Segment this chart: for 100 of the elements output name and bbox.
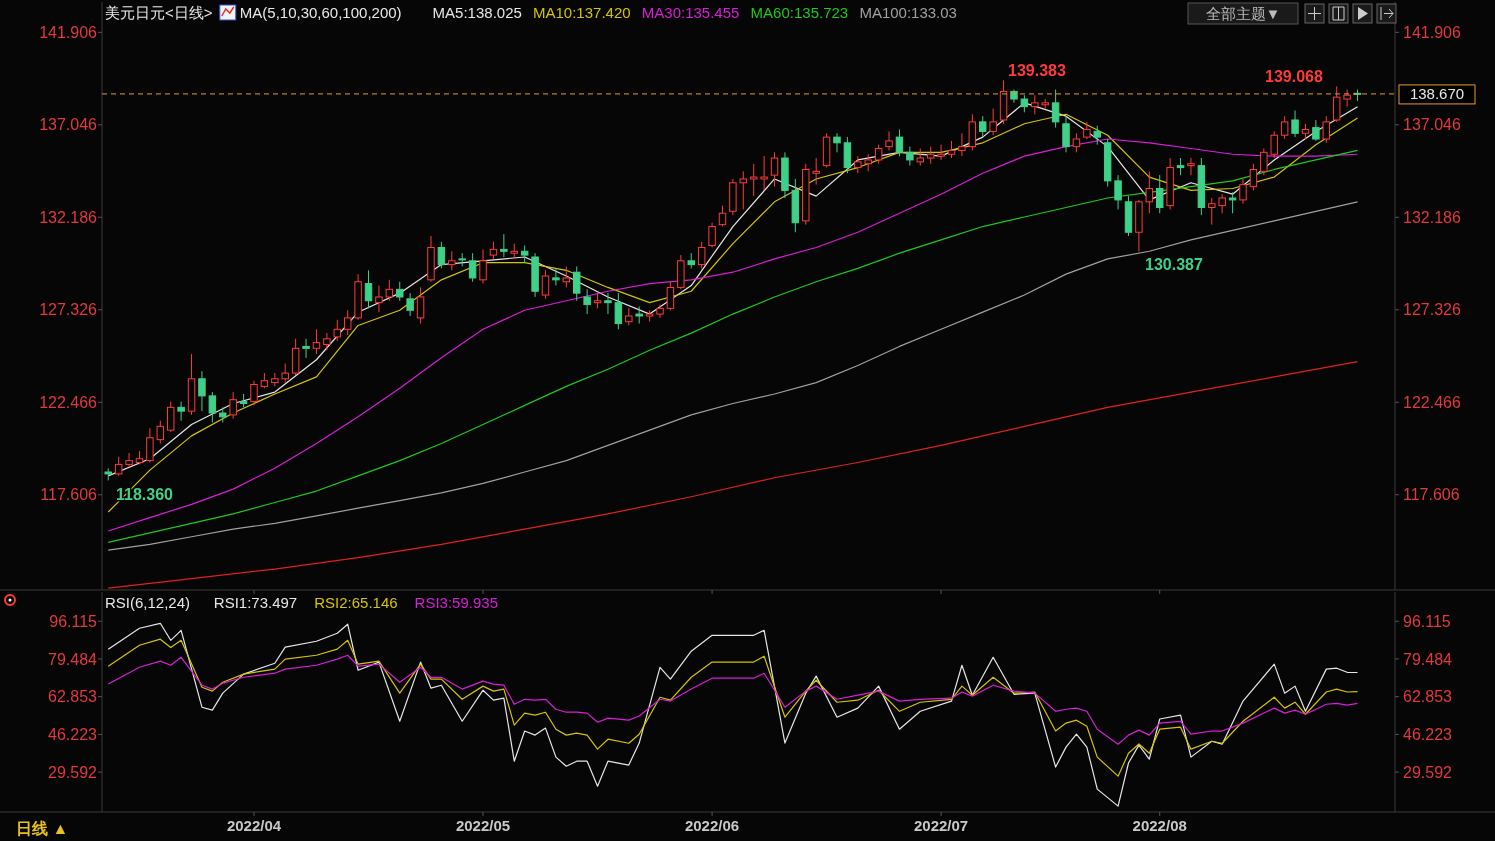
candlestick xyxy=(979,115,987,138)
candlestick xyxy=(125,452,133,467)
x-tick-label: 2022/05 xyxy=(455,817,511,834)
candlestick xyxy=(396,281,404,302)
candlestick xyxy=(749,163,758,197)
candlestick xyxy=(718,205,727,228)
text: RSI1:73.497 xyxy=(213,594,298,611)
chart-title: RSI(6,12,24) xyxy=(105,594,191,611)
candlestick xyxy=(1187,157,1195,176)
chart-subtitle: MA(5,10,30,60,100,200) xyxy=(239,4,402,21)
candlestick xyxy=(1062,115,1070,153)
y2-tick-label: 122.466 xyxy=(1403,393,1461,411)
text: MA5:138.025 xyxy=(432,4,522,21)
text: 日线 ▲ xyxy=(16,820,69,837)
candlestick xyxy=(166,401,175,433)
candlestick xyxy=(1218,193,1226,214)
candlestick xyxy=(1051,89,1060,129)
y-tick-label: 62.853 xyxy=(48,688,98,706)
candlestick xyxy=(958,132,966,157)
candlestick xyxy=(906,146,914,167)
chart-title: 美元日元<日线> xyxy=(105,4,213,21)
text: MA60:135.723 xyxy=(750,4,849,21)
y2-tick-label: 96.115 xyxy=(1403,612,1451,630)
candlestick xyxy=(1312,119,1320,142)
annotation: 130.387 xyxy=(1145,256,1203,273)
y2-tick-label: 127.326 xyxy=(1403,301,1461,319)
x-tick-label: 2022/07 xyxy=(913,817,969,834)
text: MA10:137.420 xyxy=(533,4,631,21)
candlestick xyxy=(708,222,716,248)
x-tick-label: 2022/08 xyxy=(1132,817,1187,834)
annotation: 139.383 xyxy=(1008,62,1066,79)
y-tick-label: 141.906 xyxy=(39,23,98,41)
y-tick-label: 79.484 xyxy=(48,650,98,668)
text: MA30:135.455 xyxy=(641,4,740,21)
candlestick xyxy=(666,281,675,311)
candlestick xyxy=(312,328,321,355)
candlestick xyxy=(562,266,571,288)
candlestick xyxy=(406,292,414,317)
y-tick-label: 29.592 xyxy=(48,763,98,781)
candlestick xyxy=(697,241,706,269)
text: RSI3:59.935 xyxy=(414,594,499,611)
candlestick xyxy=(114,456,123,477)
y-tick-label: 117.606 xyxy=(40,486,98,504)
candlestick xyxy=(614,292,623,330)
candlestick xyxy=(416,286,425,325)
annotation: 139.068 xyxy=(1265,68,1323,85)
candlestick xyxy=(281,363,289,384)
candlestick xyxy=(1208,197,1216,226)
line-series xyxy=(107,622,1359,807)
candlestick xyxy=(1280,115,1289,140)
text: MA100:133.03 xyxy=(859,4,957,21)
candlestick xyxy=(739,170,748,210)
candlestick xyxy=(583,288,591,315)
y2-tick-label: 29.592 xyxy=(1403,763,1453,781)
candlestick xyxy=(333,319,342,342)
x-tick-label: 2022/04 xyxy=(226,817,282,834)
candlestick xyxy=(833,132,841,153)
ref-line-label: 138.670 xyxy=(1409,85,1465,103)
y-tick-label: 46.223 xyxy=(48,725,98,743)
y2-tick-label: 62.853 xyxy=(1403,688,1453,706)
candlestick xyxy=(323,332,331,351)
candlestick xyxy=(177,401,185,422)
candlestick xyxy=(208,391,217,424)
candlestick xyxy=(573,266,581,302)
candlestick xyxy=(375,285,383,313)
candlestick xyxy=(812,157,820,186)
y2-tick-label: 79.484 xyxy=(1403,650,1453,668)
candlestick xyxy=(385,279,394,302)
y-tick-label: 137.046 xyxy=(39,116,98,134)
candlestick xyxy=(541,269,550,300)
candlestick xyxy=(198,370,206,412)
candlestick xyxy=(1114,174,1122,210)
candlestick xyxy=(343,309,352,336)
candlestick xyxy=(989,108,997,136)
candlestick xyxy=(146,427,154,463)
annotation: 全部主题▼ xyxy=(1205,5,1281,23)
y-tick-label: 122.466 xyxy=(39,393,98,411)
candlestick xyxy=(895,129,904,157)
candlestick xyxy=(937,144,945,161)
candlestick xyxy=(1239,178,1247,205)
candlestick xyxy=(1343,89,1351,108)
candlestick xyxy=(1249,163,1258,191)
y-tick-label: 127.326 xyxy=(39,301,98,319)
text: RSI2:65.146 xyxy=(314,594,398,611)
x-tick-label: 2022/06 xyxy=(684,817,740,834)
candlestick xyxy=(1093,125,1101,146)
y-tick-label: 96.115 xyxy=(49,612,98,630)
candlestick xyxy=(604,292,612,315)
candlestick xyxy=(448,250,456,271)
y-tick-label: 132.186 xyxy=(39,208,98,226)
y2-tick-label: 141.906 xyxy=(1403,23,1461,41)
candlestick xyxy=(1072,132,1081,153)
candlestick xyxy=(302,338,310,359)
candlestick xyxy=(760,155,768,191)
candlestick xyxy=(468,252,477,283)
candlestick xyxy=(156,420,165,444)
y2-tick-label: 132.186 xyxy=(1403,208,1461,226)
candlestick xyxy=(364,269,373,309)
candlestick xyxy=(656,304,664,319)
candlestick xyxy=(770,151,779,188)
